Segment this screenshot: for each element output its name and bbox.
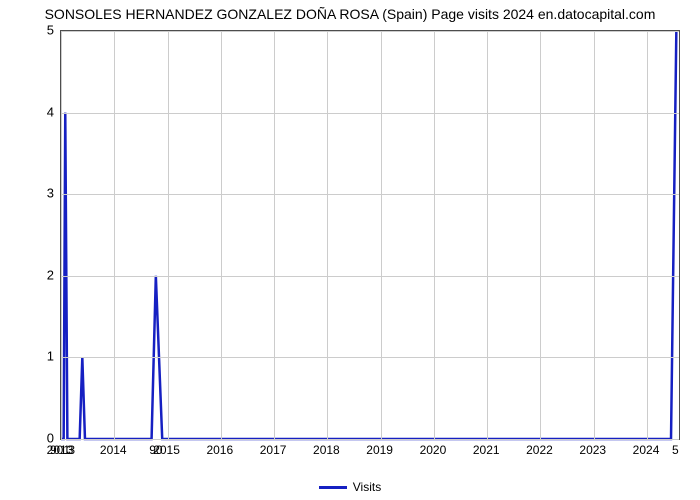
y-tick-label: 2	[14, 267, 54, 282]
x-tick-label: 2016	[206, 443, 233, 457]
grid-vertical	[381, 31, 382, 439]
extra-x-label: 90	[149, 443, 162, 457]
legend-swatch	[319, 486, 347, 489]
x-tick-label: 2021	[473, 443, 500, 457]
grid-vertical	[540, 31, 541, 439]
extra-x-label: 5	[672, 443, 679, 457]
extra-x-label: 901	[50, 443, 70, 457]
grid-horizontal	[61, 113, 679, 114]
y-tick-label: 5	[14, 23, 54, 38]
visits-line	[61, 31, 676, 439]
grid-vertical	[221, 31, 222, 439]
grid-vertical	[647, 31, 648, 439]
grid-vertical	[594, 31, 595, 439]
grid-vertical	[114, 31, 115, 439]
grid-horizontal	[61, 31, 679, 32]
chart-container: SONSOLES HERNANDEZ GONZALEZ DOÑA ROSA (S…	[0, 0, 700, 500]
line-series	[61, 31, 679, 439]
legend: Visits	[0, 480, 700, 494]
grid-vertical	[434, 31, 435, 439]
grid-vertical	[487, 31, 488, 439]
x-tick-label: 2020	[420, 443, 447, 457]
grid-horizontal	[61, 276, 679, 277]
x-tick-label: 2018	[313, 443, 340, 457]
y-tick-label: 4	[14, 104, 54, 119]
plot-area	[60, 30, 680, 440]
grid-horizontal	[61, 357, 679, 358]
y-tick-label: 3	[14, 186, 54, 201]
grid-vertical	[327, 31, 328, 439]
x-tick-label: 2022	[526, 443, 553, 457]
x-tick-label: 2017	[260, 443, 287, 457]
grid-horizontal	[61, 439, 679, 440]
grid-horizontal	[61, 194, 679, 195]
extra-x-label: 3	[68, 443, 75, 457]
legend-label: Visits	[353, 480, 381, 494]
grid-vertical	[61, 31, 62, 439]
x-tick-label: 2019	[366, 443, 393, 457]
x-tick-label: 2014	[100, 443, 127, 457]
y-tick-label: 0	[14, 431, 54, 446]
x-tick-label: 2024	[633, 443, 660, 457]
chart-title: SONSOLES HERNANDEZ GONZALEZ DOÑA ROSA (S…	[0, 6, 700, 22]
grid-vertical	[168, 31, 169, 439]
grid-vertical	[274, 31, 275, 439]
y-tick-label: 1	[14, 349, 54, 364]
x-tick-label: 2023	[579, 443, 606, 457]
